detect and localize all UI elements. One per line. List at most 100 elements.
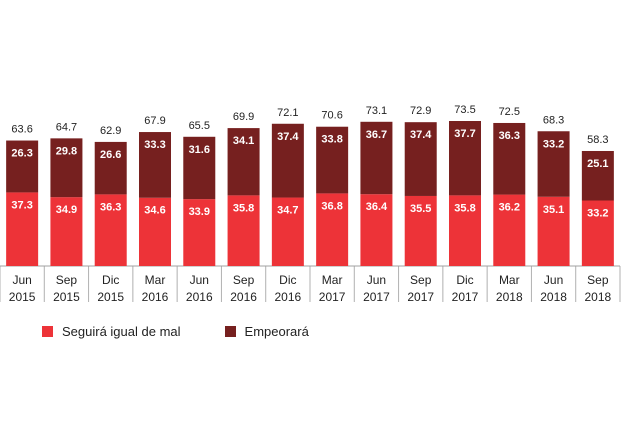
data-label-seguira: 35.5	[410, 203, 431, 215]
bar-empeorara	[183, 136, 216, 200]
data-label-empeorara: 36.3	[499, 130, 520, 142]
bar-seguira-igual	[227, 195, 260, 266]
x-tick-label-year: 2016	[230, 290, 257, 304]
data-label-empeorara: 34.1	[233, 135, 254, 147]
data-label-seguira: 36.8	[321, 200, 342, 212]
x-tick-label-year: 2018	[540, 290, 567, 304]
total-label: 63.6	[11, 124, 32, 136]
data-label-empeorara: 37.4	[277, 131, 299, 143]
data-label-seguira: 35.8	[233, 202, 254, 214]
data-label-empeorara: 26.3	[11, 148, 32, 160]
data-label-empeorara: 37.4	[410, 129, 432, 141]
total-label: 69.9	[233, 111, 254, 123]
x-tick-label-month: Dic	[102, 273, 119, 287]
data-label-empeorara: 31.6	[189, 144, 210, 156]
total-label: 72.1	[277, 107, 298, 119]
data-label-empeorara: 29.8	[56, 145, 77, 157]
data-label-seguira: 33.9	[189, 206, 210, 218]
x-tick-label-month: Mar	[145, 273, 166, 287]
x-tick-label-year: 2016	[275, 290, 302, 304]
legend-swatch-empeorara	[224, 326, 236, 337]
x-tick-label-month: Mar	[499, 273, 520, 287]
total-label: 67.9	[144, 115, 165, 127]
bar-seguira-igual	[581, 200, 614, 266]
total-label: 65.5	[189, 120, 210, 132]
data-label-seguira: 33.2	[587, 208, 608, 220]
total-label: 64.7	[56, 121, 77, 133]
total-label: 58.3	[587, 134, 608, 146]
bar-empeorara	[449, 121, 481, 196]
data-label-empeorara: 25.1	[587, 158, 608, 170]
data-label-seguira: 36.3	[100, 201, 121, 213]
data-label-seguira: 34.9	[56, 204, 77, 216]
legend: Seguirá igual de mal Empeorará	[42, 324, 353, 339]
bar-empeorara	[227, 128, 260, 196]
bar-seguira-igual	[493, 194, 526, 266]
x-tick-label-month: Jun	[190, 273, 209, 287]
bar-empeorara	[493, 122, 526, 195]
legend-swatch-seguira	[42, 326, 53, 337]
data-label-seguira: 36.4	[366, 201, 388, 213]
data-label-empeorara: 26.6	[100, 149, 121, 161]
bar-seguira-igual	[404, 195, 437, 266]
x-tick-label-month: Sep	[233, 273, 255, 287]
x-tick-label-month: Dic	[456, 273, 473, 287]
bar-empeorara	[316, 126, 349, 194]
bar-seguira-igual	[183, 199, 216, 266]
x-tick-label-month: Jun	[544, 273, 563, 287]
bar-empeorara	[404, 122, 437, 196]
x-tick-label-year: 2017	[319, 290, 346, 304]
bar-empeorara	[360, 121, 393, 195]
bar-seguira-igual	[316, 193, 349, 266]
data-label-empeorara: 36.7	[366, 129, 387, 141]
total-label: 73.5	[454, 104, 475, 116]
x-tick-label-year: 2015	[97, 290, 124, 304]
bar-empeorara	[581, 150, 614, 201]
bar-seguira-igual	[94, 194, 127, 266]
data-label-seguira: 35.8	[454, 202, 475, 214]
x-tick-label-month: Jun	[12, 273, 31, 287]
data-label-seguira: 34.7	[277, 205, 298, 217]
bar-empeorara	[50, 138, 83, 198]
bar-seguira-igual	[360, 194, 393, 266]
total-label: 68.3	[543, 114, 564, 126]
x-tick-label-year: 2017	[407, 290, 434, 304]
total-label: 72.9	[410, 105, 431, 117]
x-tick-label-year: 2015	[9, 290, 36, 304]
x-tick-label-month: Dic	[279, 273, 296, 287]
x-tick-label-month: Sep	[56, 273, 78, 287]
x-tick-label-month: Sep	[410, 273, 432, 287]
bar-empeorara	[139, 132, 171, 198]
x-tick-label-year: 2018	[496, 290, 523, 304]
x-tick-label-year: 2017	[452, 290, 479, 304]
bar-seguira-igual	[6, 192, 39, 266]
x-tick-label-year: 2017	[363, 290, 390, 304]
data-label-empeorara: 33.3	[144, 139, 165, 151]
total-label: 62.9	[100, 125, 121, 137]
bar-empeorara	[537, 131, 570, 197]
bar-seguira-igual	[537, 196, 570, 266]
x-tick-label-month: Jun	[367, 273, 386, 287]
bar-empeorara	[6, 140, 39, 193]
bar-seguira-igual	[139, 197, 171, 266]
total-label: 72.5	[499, 106, 520, 118]
total-label: 73.1	[366, 105, 387, 117]
bar-seguira-igual	[50, 197, 83, 266]
bar-seguira-igual	[449, 195, 481, 266]
legend-label-empeorara: Empeorará	[244, 324, 309, 339]
legend-label-seguira: Seguirá igual de mal	[62, 324, 181, 339]
data-label-seguira: 37.3	[11, 199, 32, 211]
bar-empeorara	[94, 141, 127, 195]
x-tick-label-year: 2016	[142, 290, 169, 304]
data-label-empeorara: 33.8	[321, 134, 342, 146]
x-tick-label-year: 2015	[53, 290, 80, 304]
bar-empeorara	[271, 123, 304, 198]
data-label-seguira: 35.1	[543, 204, 564, 216]
bar-seguira-igual	[271, 197, 304, 266]
x-tick-label-month: Sep	[587, 273, 609, 287]
data-label-seguira: 36.2	[499, 202, 520, 214]
x-tick-label-year: 2018	[585, 290, 612, 304]
x-tick-label-year: 2016	[186, 290, 213, 304]
